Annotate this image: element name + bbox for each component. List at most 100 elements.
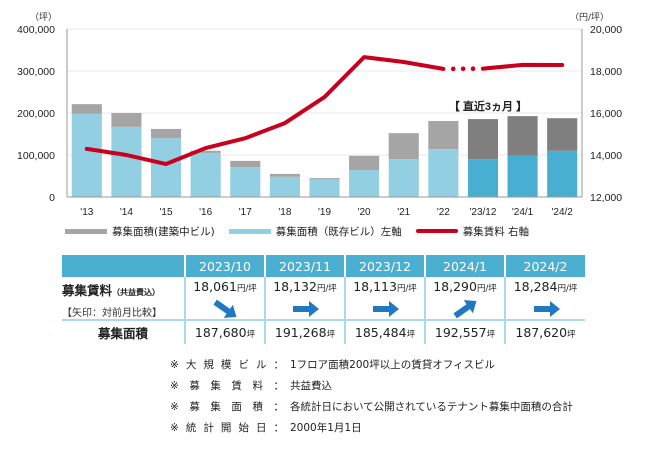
footnote-key-char: ※ <box>170 380 179 392</box>
arrow-up-right-icon <box>453 300 477 319</box>
rent-line <box>84 55 565 167</box>
footnote-key-char: 開 <box>220 422 232 434</box>
footnote-key-char: 日 <box>255 422 267 434</box>
legend-swatch-existing <box>228 228 271 234</box>
rent-line-solid <box>480 62 565 71</box>
bar-construction <box>428 120 459 150</box>
area-cell: 187,680坪 <box>184 320 265 344</box>
rent-unit: 円/坪 <box>476 284 497 294</box>
axes <box>66 29 583 198</box>
footnote-key-char: ※ <box>170 422 179 434</box>
x-tick-label: '16 <box>199 207 212 218</box>
footnote-key-char: ： <box>273 401 284 413</box>
left-tick-label: 400,000 <box>17 24 55 36</box>
rent-unit: 円/坪 <box>557 284 578 294</box>
rent-cell: 18,284円/坪 <box>504 277 585 321</box>
area-cell: 192,557坪 <box>424 320 505 344</box>
footnote-key-char: ※ <box>170 401 179 413</box>
legend-label-rent: 募集賃料 右軸 <box>462 225 530 238</box>
left-tick-label: 200,000 <box>17 108 55 120</box>
rent-line-dot <box>470 66 476 71</box>
rent-cell: 18,061円/坪 <box>184 277 265 321</box>
bar-construction <box>230 160 261 168</box>
arrow-right-icon <box>293 301 319 317</box>
left-tick-label: 300,000 <box>17 66 55 78</box>
footnote-key: ※ 募集面積 ： <box>170 397 284 418</box>
footnote-key-char: 計 <box>203 422 214 434</box>
right-tick-label: 12,000 <box>590 192 622 204</box>
footnote-key-char: 規 <box>203 359 214 371</box>
bar-construction <box>467 119 499 160</box>
arrow-right-icon <box>373 301 399 317</box>
rent-label-text: 募集賃料 <box>62 283 113 298</box>
footnote-value: 2000年1月1日 <box>290 422 362 434</box>
left-tick-label: 0 <box>49 192 55 204</box>
left-tick-label: 100,000 <box>17 150 55 162</box>
x-tick-label: '24/1 <box>512 207 534 218</box>
bar-existing <box>150 138 182 197</box>
rent-unit: 円/坪 <box>316 284 337 294</box>
rent-value: 18,061円/坪 <box>186 280 264 296</box>
x-tick-label: '13 <box>80 207 93 218</box>
legend-item-existing: 募集面積（既存ビル）左軸 <box>228 224 402 239</box>
right-tick-label: 14,000 <box>590 150 622 162</box>
rent-cell: 18,113円/坪 <box>344 277 425 321</box>
footnotes: ※ 大規模ビル ： 1フロア面積200坪以上の賃貸オフィスビル ※ 募集賃料 ： 共益費込 ※ 募… <box>170 355 573 439</box>
grid-lines <box>67 28 582 156</box>
rent-label-cell: 募集賃料（共益費込） 【矢印：対前月比較】 <box>62 277 185 321</box>
rent-number: 18,132 <box>273 279 317 294</box>
area-unit: 坪 <box>567 330 576 340</box>
rent-number: 18,290 <box>433 279 477 294</box>
right-tick-label: 16,000 <box>590 108 622 120</box>
area-number: 192,557 <box>434 325 487 340</box>
arrow-note: 【矢印：対前月比較】 <box>62 308 162 319</box>
footnote-key-char: ビ <box>238 359 249 371</box>
bar-construction <box>269 173 300 177</box>
bar-existing <box>507 155 538 197</box>
footnote-key-char: 募 <box>189 380 200 392</box>
legend: 募集面積(建築中ビル) 募集面積（既存ビル）左軸 募集賃料 右軸 <box>65 224 543 238</box>
bar-construction <box>349 155 380 171</box>
area-label: 募集面積 <box>97 326 148 341</box>
bar-construction <box>150 128 182 139</box>
x-tick-label: '15 <box>160 207 173 218</box>
bar-existing <box>71 113 102 197</box>
area-cell: 187,620坪 <box>504 320 585 344</box>
footnote-key-char: 集 <box>210 401 221 413</box>
rent-unit: 円/坪 <box>236 284 257 294</box>
x-tick-label: '14 <box>120 207 133 218</box>
area-unit: 坪 <box>326 330 336 340</box>
footnote: ※ 募集賃料 ： 共益費込 <box>170 376 573 397</box>
legend-label-existing: 募集面積（既存ビル）左軸 <box>275 225 402 238</box>
footnote-key-char: ル <box>255 359 267 371</box>
x-tick-label: '22 <box>437 207 450 218</box>
x-tick-label: '17 <box>239 207 252 218</box>
area-number: 185,484 <box>354 325 407 340</box>
x-tick-label: '19 <box>318 207 331 218</box>
rent-value: 18,290円/坪 <box>426 280 504 296</box>
footnote-value: 共益費込 <box>290 380 332 392</box>
rent-value: 18,113円/坪 <box>346 280 424 296</box>
bar-existing <box>428 149 459 197</box>
footnote-key-char: 積 <box>252 401 263 413</box>
rent-label: 募集賃料（共益費込） <box>62 280 184 299</box>
bar-existing <box>269 176 300 197</box>
legend-item-construction: 募集面積(建築中ビル) <box>65 224 215 239</box>
bar-existing <box>349 170 380 197</box>
rent-label-sub: （共益費込） <box>112 288 161 297</box>
rent-number: 18,113 <box>353 279 397 294</box>
bar-existing <box>190 152 221 197</box>
bar-construction <box>388 133 419 160</box>
legend-swatch-rent <box>415 229 458 233</box>
table-header-month: 2024/2 <box>504 255 585 277</box>
area-label-cell: 募集面積 <box>62 320 185 344</box>
summary-table: 2023/10 2023/11 2023/12 2024/1 2024/2 募集… <box>62 255 585 344</box>
table-header-month: 2023/11 <box>264 255 345 277</box>
area-number: 187,620 <box>515 325 568 340</box>
legend-item-rent: 募集賃料 右軸 <box>415 224 530 239</box>
table-header-blank <box>62 255 185 277</box>
bar-existing <box>309 179 340 197</box>
tick-labels: 0 12,000 100,000 14,000 200,000 16,000 300,000… <box>17 24 622 218</box>
bar-existing <box>230 167 261 197</box>
footnote-key-char: 始 <box>238 422 249 434</box>
